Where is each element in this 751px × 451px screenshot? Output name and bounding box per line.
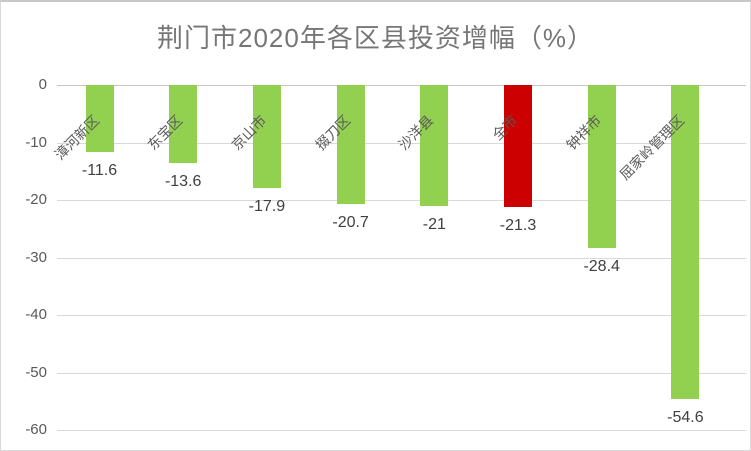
y-tick-label: -40 xyxy=(25,306,47,323)
y-tick-label: -20 xyxy=(25,191,47,208)
bar-data-label: -21.3 xyxy=(499,217,537,235)
chart-bar xyxy=(671,85,700,399)
gridline xyxy=(57,257,746,259)
gridline xyxy=(57,430,746,431)
bar-data-label: -11.6 xyxy=(81,161,118,179)
bar-data-label: -13.6 xyxy=(164,173,202,191)
gridline xyxy=(57,315,746,316)
bar-data-label: -54.6 xyxy=(667,408,704,426)
bar-data-label: -17.9 xyxy=(248,197,286,215)
y-tick-label: 0 xyxy=(38,76,47,93)
gridline xyxy=(57,200,746,201)
chart-bar xyxy=(85,85,114,152)
chart-bar xyxy=(504,85,532,208)
y-tick-label: -10 xyxy=(25,133,47,151)
gridline xyxy=(57,372,746,374)
gridline xyxy=(57,142,746,144)
bar-data-label: -21 xyxy=(422,215,446,233)
chart-bar xyxy=(587,85,616,249)
chart-bar xyxy=(169,85,198,164)
y-tick-label: -30 xyxy=(25,248,47,266)
bar-data-label: -20.7 xyxy=(332,214,369,232)
y-tick-label: -50 xyxy=(25,363,47,381)
bar-data-label: -28.4 xyxy=(583,258,620,276)
y-tick-label: -60 xyxy=(25,421,47,438)
chart-bar xyxy=(420,85,449,206)
chart-bar xyxy=(252,85,281,188)
chart-title: 荆门市2020年各区县投资增幅（%） xyxy=(157,23,594,53)
chart-bar xyxy=(336,85,365,205)
gridline xyxy=(57,85,746,86)
